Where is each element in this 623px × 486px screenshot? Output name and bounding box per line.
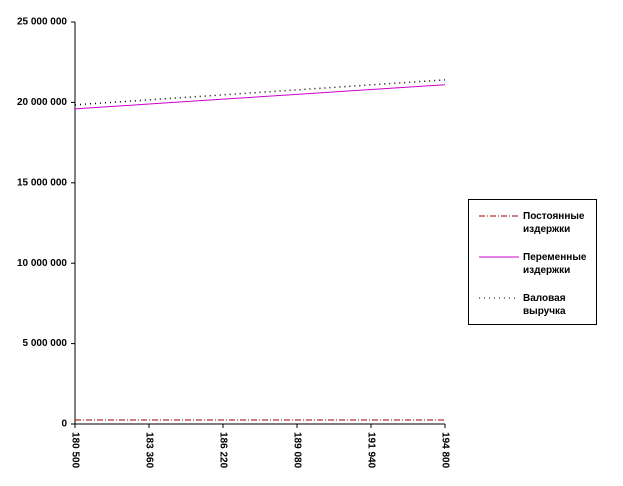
x-tick-label: 180 500 (69, 432, 80, 469)
legend-swatch (479, 297, 519, 299)
legend-label: Постоянные издержки (523, 211, 585, 235)
legend-label: Переменные издержки (523, 252, 587, 276)
y-tick-label: 5 000 000 (23, 338, 68, 349)
y-tick-label: 0 (61, 419, 67, 430)
y-tick-label: 20 000 000 (17, 97, 67, 108)
x-tick-label: 183 360 (143, 432, 154, 469)
series-line (74, 79, 446, 106)
legend-item: Переменные издержки (477, 251, 595, 277)
legend-item: Постоянные издержки (477, 210, 595, 236)
x-tick-label: 191 940 (365, 432, 376, 469)
series-line (74, 84, 446, 110)
y-tick-label: 10 000 000 (17, 258, 67, 269)
x-tick-label: 186 220 (217, 432, 228, 469)
y-tick-label: 25 000 000 (17, 17, 67, 28)
legend-swatch (479, 215, 519, 217)
y-tick-label: 15 000 000 (17, 177, 67, 188)
legend-label: Валовая выручка (523, 293, 566, 317)
x-tick-label: 194 800 (439, 432, 450, 469)
x-tick-label: 189 080 (291, 432, 302, 469)
legend-item: Валовая выручка (477, 292, 595, 318)
legend: Постоянные издержки Переменные издержки Ва… (468, 199, 597, 325)
legend-swatch (479, 256, 519, 258)
